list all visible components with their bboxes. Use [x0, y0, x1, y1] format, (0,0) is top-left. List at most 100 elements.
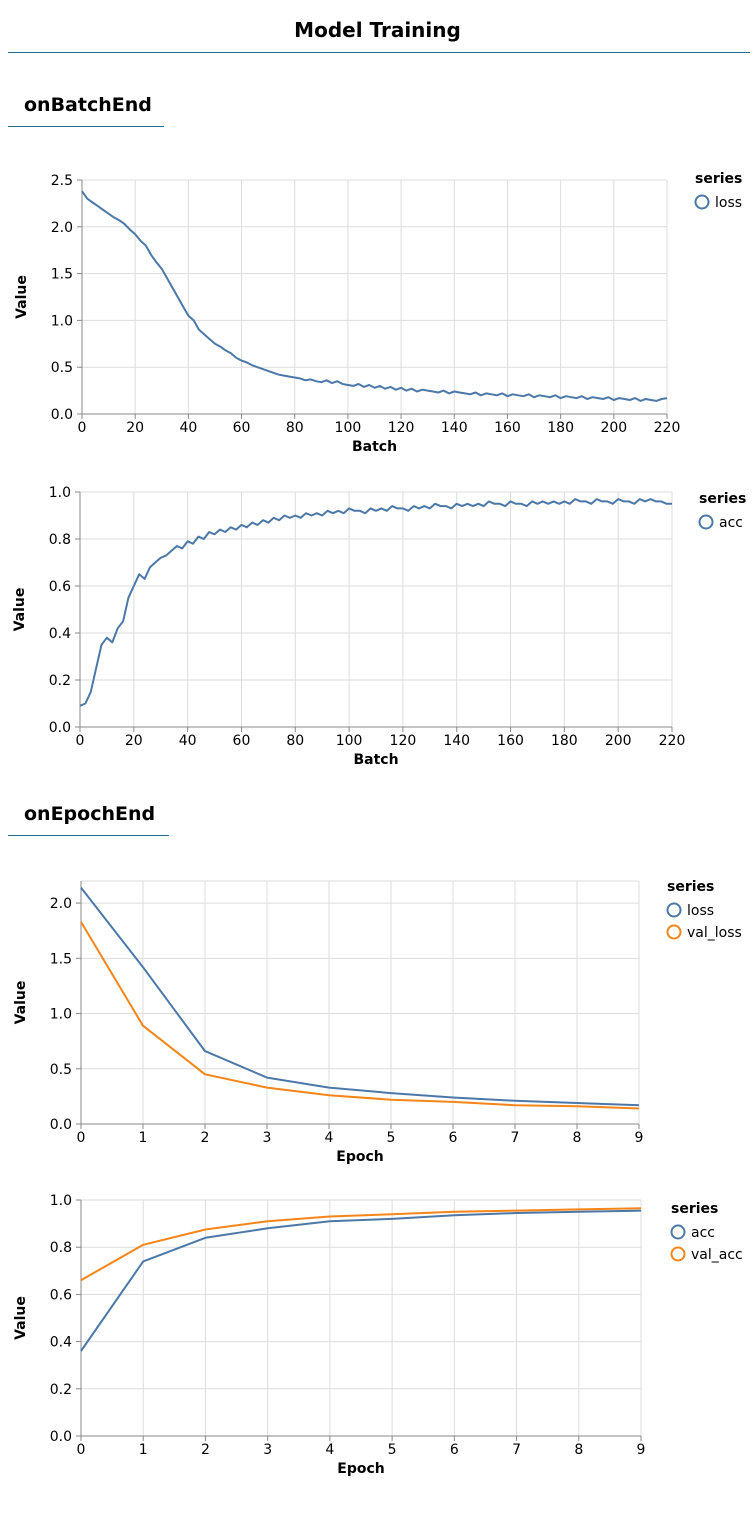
legend-label: acc — [691, 1225, 715, 1241]
x-tick-label: 20 — [125, 733, 143, 749]
section-title-batch: onBatchEnd — [24, 94, 152, 116]
y-tick-label: 0.5 — [50, 1062, 72, 1078]
legend: series loss val_loss — [666, 879, 742, 941]
x-tick-label: 120 — [388, 420, 415, 436]
y-tick-label: 0.2 — [49, 673, 71, 689]
x-tick-label: 5 — [388, 1442, 397, 1458]
x-tick-label: 2 — [201, 1130, 210, 1146]
legend-label: val_acc — [691, 1247, 743, 1263]
legend: series acc val_acc — [670, 1201, 743, 1263]
y-tick-label: 1.5 — [50, 951, 72, 967]
legend-symbol — [698, 514, 714, 530]
x-tick-label: 1 — [139, 1442, 148, 1458]
x-tick-label: 160 — [494, 420, 521, 436]
epoch-acc-chart: 0 1 2 3 4 5 6 7 8 9 0.0 0.2 0.4 0.6 0.8 1.0 Epoch Value se… — [13, 1193, 743, 1477]
legend-symbol — [666, 924, 682, 940]
x-axis-title: Epoch — [337, 1461, 384, 1477]
x-tick-label: 160 — [497, 733, 524, 749]
legend-label: loss — [687, 903, 714, 919]
y-tick-label: 0.2 — [50, 1382, 72, 1398]
x-tick-label: 0 — [78, 420, 87, 436]
x-tick-label: 120 — [390, 733, 417, 749]
x-tick-label: 40 — [179, 420, 197, 436]
grid — [80, 880, 640, 1125]
x-tick-label: 8 — [574, 1442, 583, 1458]
x-tick-label: 5 — [387, 1130, 396, 1146]
x-tick-label: 9 — [635, 1130, 644, 1146]
x-tick-label: 8 — [573, 1130, 582, 1146]
x-tick-label: 20 — [126, 420, 144, 436]
x-tick-label: 180 — [551, 733, 578, 749]
y-tick-label: 0.0 — [50, 1429, 72, 1445]
x-tick-label: 140 — [441, 420, 468, 436]
y-tick-label: 0.0 — [49, 720, 71, 736]
legend-title: series — [671, 1201, 718, 1217]
grid — [80, 1199, 642, 1437]
batch-acc-chart: 0 20 40 60 80 100 120 140 160 180 200 220 0.0 0.2 0.4 0… — [12, 485, 746, 768]
legend-label: acc — [719, 515, 743, 531]
x-tick-label: 4 — [325, 1130, 334, 1146]
y-tick-label: 1.5 — [51, 267, 73, 283]
legend: series loss — [694, 171, 742, 211]
x-tick-label: 7 — [511, 1130, 520, 1146]
x-tick-label: 100 — [335, 420, 362, 436]
series-line-acc — [79, 498, 672, 707]
x-tick-label: 40 — [179, 733, 197, 749]
x-tick-label: 140 — [443, 733, 470, 749]
x-tick-label: 100 — [336, 733, 363, 749]
batch-loss-chart: 0 20 40 60 80 100 120 140 160 180 200 220 0.0 0.5 1.0 1… — [14, 171, 742, 455]
y-tick-label: 1.0 — [50, 1007, 72, 1023]
x-tick-label: 200 — [600, 420, 627, 436]
x-tick-label: 1 — [139, 1130, 148, 1146]
epoch-loss-chart: 0 1 2 3 4 5 6 7 8 9 0.0 0.5 1.0 1.5 2.0 Epoch Value serie… — [13, 879, 742, 1165]
section-divider-batch — [8, 126, 164, 127]
y-tick-label: 2.5 — [51, 173, 73, 189]
legend-symbol — [694, 194, 710, 210]
x-tick-label: 0 — [77, 1130, 86, 1146]
page-title: Model Training — [294, 18, 461, 42]
legend-label: val_loss — [687, 925, 742, 941]
y-tick-label: 2.0 — [51, 220, 73, 236]
x-tick-label: 4 — [325, 1442, 334, 1458]
legend-title: series — [699, 491, 746, 507]
legend-symbol — [670, 1246, 686, 1262]
x-axis-title: Batch — [353, 752, 398, 768]
x-tick-label: 80 — [286, 420, 304, 436]
y-tick-label: 0.0 — [51, 407, 73, 423]
y-axis-title: Value — [13, 1296, 29, 1340]
x-tick-label: 3 — [263, 1442, 272, 1458]
y-tick-label: 0.4 — [49, 626, 71, 642]
legend-label: loss — [715, 195, 742, 211]
series-line-acc — [80, 1209, 642, 1352]
y-tick-label: 1.0 — [50, 1193, 72, 1209]
x-tick-label: 180 — [547, 420, 574, 436]
y-tick-label: 2.0 — [50, 896, 72, 912]
y-tick-label: 0.4 — [50, 1335, 72, 1351]
y-tick-label: 0.0 — [50, 1117, 72, 1133]
legend: series acc — [698, 491, 746, 531]
grid — [79, 491, 673, 728]
y-axis-title: Value — [13, 981, 29, 1025]
grid — [81, 179, 668, 415]
x-tick-label: 9 — [637, 1442, 646, 1458]
section-divider-epoch — [8, 835, 169, 836]
section-title-epoch: onEpochEnd — [24, 803, 156, 825]
series-line-loss — [80, 886, 640, 1107]
y-tick-label: 0.6 — [49, 579, 71, 595]
x-tick-label: 220 — [654, 420, 681, 436]
x-tick-label: 200 — [605, 733, 632, 749]
x-tick-label: 220 — [659, 733, 686, 749]
x-tick-label: 3 — [263, 1130, 272, 1146]
x-tick-label: 80 — [286, 733, 304, 749]
x-axis-title: Batch — [352, 439, 397, 455]
y-axis-title: Value — [14, 275, 30, 319]
series-line-val_acc — [80, 1207, 642, 1282]
legend-symbol — [670, 1224, 686, 1240]
x-axis-title: Epoch — [336, 1149, 383, 1165]
legend-title: series — [695, 171, 742, 187]
x-tick-label: 60 — [233, 420, 251, 436]
series-line-val_loss — [80, 921, 640, 1110]
title-divider — [8, 52, 750, 53]
x-tick-label: 0 — [77, 1442, 86, 1458]
y-tick-label: 0.8 — [50, 1240, 72, 1256]
